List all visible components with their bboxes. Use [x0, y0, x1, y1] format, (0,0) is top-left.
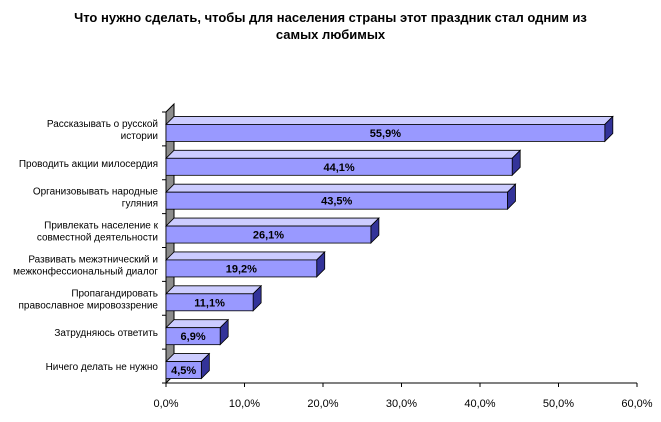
category-label: совместной деятельности — [37, 233, 158, 244]
bar — [165, 191, 508, 210]
data-label: 55,9% — [370, 128, 401, 140]
category-label: Проводить акции милосердия — [19, 159, 158, 170]
category-label: Рассказывать о русской — [47, 119, 158, 130]
x-tick-label: 60,0% — [621, 398, 652, 410]
x-tick-label: 50,0% — [543, 398, 574, 410]
bar-top — [165, 251, 326, 261]
bar — [165, 361, 202, 379]
data-label: 4,5% — [171, 365, 196, 377]
bar — [165, 293, 254, 312]
category-label: Развивать межэтнический и — [28, 254, 158, 265]
category-label: Пропагандировать — [71, 288, 158, 299]
category-label: Организовывать народные — [33, 187, 159, 198]
bar-top — [165, 319, 230, 329]
x-tick-label: 10,0% — [229, 398, 260, 410]
chart-title: Что нужно сделать, чтобы для населения с… — [0, 9, 661, 43]
category-label: Привлекать население к — [44, 221, 158, 232]
x-tick-label: 30,0% — [386, 398, 417, 410]
data-label: 11,1% — [194, 297, 225, 309]
chart-title-line-1: Что нужно сделать, чтобы для населения с… — [74, 10, 587, 25]
bar — [165, 124, 606, 142]
chart-title-line-2: самых любимых — [275, 27, 386, 42]
bar — [165, 327, 221, 346]
category-label: Ничего делать не нужно — [46, 362, 159, 373]
bar — [165, 259, 318, 278]
bar-top — [165, 285, 263, 295]
bar-top — [165, 183, 517, 193]
category-label: межконфессиональный диалог — [13, 265, 158, 277]
data-label: 43,5% — [321, 196, 352, 208]
x-tick-label: 20,0% — [307, 398, 338, 410]
category-label: Затрудняюсь ответить — [54, 328, 158, 339]
bar-top — [165, 116, 614, 125]
bar-top — [165, 217, 380, 227]
data-label: 44,1% — [323, 162, 354, 174]
x-tick-label: 40,0% — [464, 398, 495, 410]
category-label: истории — [121, 131, 158, 142]
data-label: 6,9% — [181, 331, 206, 343]
category-label: православное мировоззрение — [18, 300, 158, 311]
x-tick-label: 0,0% — [153, 398, 178, 410]
bar-top — [165, 149, 522, 159]
bar — [165, 157, 513, 176]
category-label: гуляния — [122, 199, 158, 210]
bar — [165, 225, 372, 244]
data-label: 26,1% — [253, 230, 284, 242]
data-label: 19,2% — [226, 263, 257, 275]
